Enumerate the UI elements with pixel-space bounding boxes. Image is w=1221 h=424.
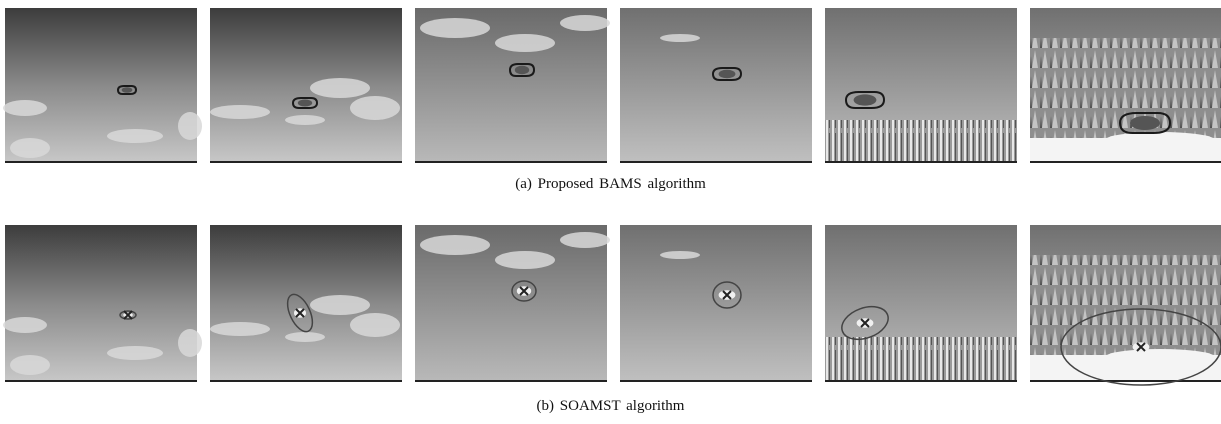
frame-base: [1030, 161, 1221, 163]
frame-base: [210, 161, 402, 163]
caption: (a) Proposed BAMS algorithm: [0, 176, 1221, 193]
image-panel: [3, 8, 202, 163]
cloud: [560, 15, 610, 31]
cloud: [660, 34, 700, 42]
cloud: [310, 78, 370, 98]
frame-base: [415, 380, 607, 382]
frame-base: [620, 380, 812, 382]
cloud: [3, 317, 47, 333]
cloud: [285, 115, 325, 125]
target: [1130, 116, 1160, 130]
frame-base: [1030, 380, 1221, 382]
figure: [0, 0, 1221, 424]
target: [515, 66, 529, 74]
frame-base: [210, 380, 402, 382]
cloud: [420, 235, 490, 255]
frame-base: [620, 161, 812, 163]
cloud: [178, 112, 202, 140]
forest: [1030, 255, 1221, 355]
image-panel: [825, 225, 1017, 382]
image-panel: [210, 225, 402, 382]
frame-base: [5, 380, 197, 382]
page: {"figure": {"captions": ["(a) Proposed B…: [0, 0, 1221, 424]
target: [719, 70, 736, 78]
image-panel: [210, 8, 402, 163]
cloud: [560, 232, 610, 248]
frame-base: [415, 161, 607, 163]
cloud: [210, 322, 270, 336]
panels: [3, 8, 1221, 385]
image-panel: [1030, 225, 1221, 385]
cloud: [178, 329, 202, 357]
cloud: [350, 96, 400, 120]
cloud: [107, 129, 163, 143]
image-panel: [1030, 8, 1221, 163]
cloud: [10, 138, 50, 158]
snow: [1105, 132, 1215, 148]
cloud: [3, 100, 47, 116]
image-panel: [415, 225, 610, 382]
frame-base: [5, 161, 197, 163]
image-panel: [3, 225, 202, 382]
target: [854, 94, 877, 105]
frame-base: [825, 161, 1017, 163]
cloud: [495, 34, 555, 52]
cloud: [210, 105, 270, 119]
image-panel: [415, 8, 610, 163]
image-panel: [620, 225, 812, 382]
cloud: [10, 355, 50, 375]
image-panel: [620, 8, 812, 163]
forest: [1030, 38, 1221, 138]
frame-base: [825, 380, 1017, 382]
cloud: [420, 18, 490, 38]
trees: [825, 337, 1017, 382]
cloud: [310, 295, 370, 315]
cloud: [107, 346, 163, 360]
target: [298, 100, 312, 107]
cloud: [660, 251, 700, 259]
sky: [620, 8, 812, 163]
sky: [210, 8, 402, 163]
caption: (b) SOAMST algorithm: [0, 398, 1221, 415]
cloud: [285, 332, 325, 342]
cloud: [350, 313, 400, 337]
image-panel: [825, 8, 1017, 163]
snow: [1105, 349, 1215, 365]
cloud: [495, 251, 555, 269]
target: [122, 87, 133, 93]
trees: [825, 120, 1017, 163]
